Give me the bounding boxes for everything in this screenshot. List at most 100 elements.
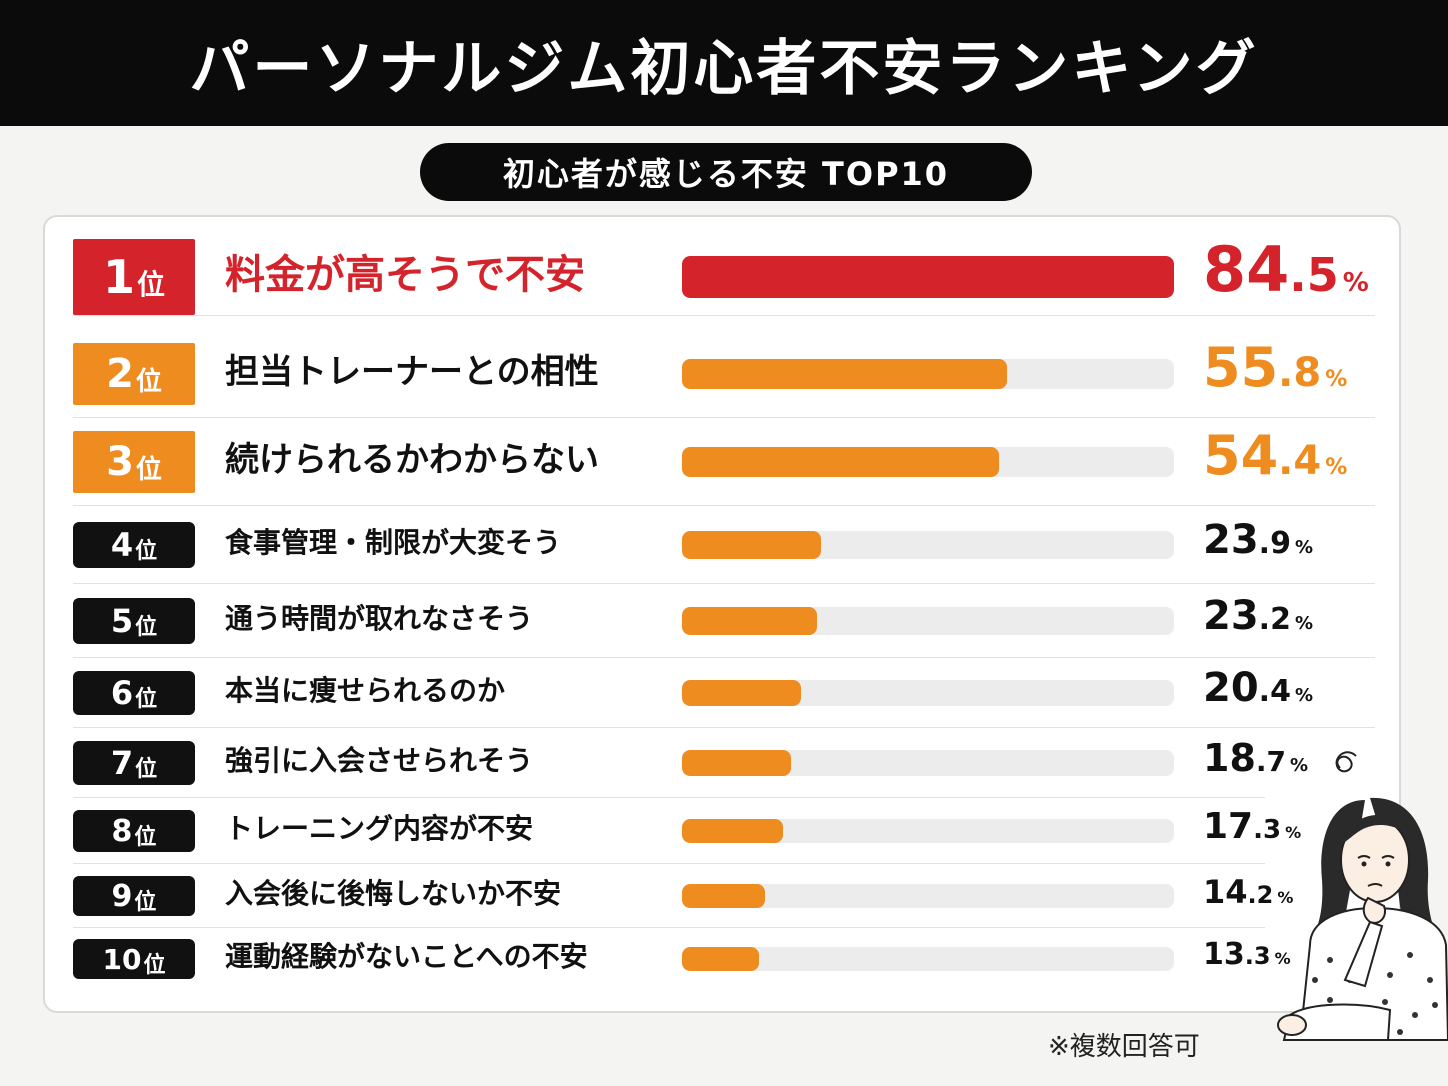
value-decimal: .4 [1258,674,1291,710]
chart-subtitle: 初心者が感じる不安 TOP10 [502,155,950,193]
value-label: 23.2% [1203,596,1313,644]
row-divider [73,927,1265,928]
rank-number: 9 [111,878,133,914]
category-label: 食事管理・制限が大変そう [225,526,562,559]
ranking-row: 1 位料金が高そうで不安 84.5% [73,238,1375,316]
value-unit: % [1325,454,1348,480]
row-divider [73,727,1375,728]
row-divider [73,583,1375,584]
rank-suffix: 位 [134,890,157,915]
value-integer: 17 [1203,805,1254,847]
bar [682,750,791,776]
value-decimal: .3 [1253,814,1282,845]
value-decimal: .2 [1247,881,1274,910]
bar-track [682,884,1174,908]
bar-track [682,947,1174,971]
page-title: パーソナルジム初心者不安ランキング [189,33,1259,104]
subtitle-pill: 初心者が感じる不安 TOP10 [420,143,1032,201]
row-divider [73,315,1375,316]
ranking-row: 9 位 入会後に後悔しないか不安 14.2% [73,864,1375,928]
bar [682,256,1174,298]
row-divider [73,657,1375,658]
rank-suffix: 位 [137,268,166,301]
bar-track [682,680,1174,706]
category-label: 通う時間が取れなさそう [225,602,534,635]
value-label: 54.4% [1203,428,1348,496]
ranking-row: 6 位本当に痩せられるのか 20.4% [73,658,1375,728]
value-decimal: .3 [1244,942,1271,971]
category-label: 入会後に後悔しないか不安 [225,877,562,910]
value-integer: 23 [1203,593,1259,640]
rank-number: 2 [106,351,134,397]
rank-suffix: 位 [135,539,158,564]
header-bar: パーソナルジム初心者不安ランキング [0,0,1448,126]
category-label: 運動経験がないことへの不安 [225,940,588,973]
ranking-row: 8 位トレーニング内容が不安 17.3% [73,798,1375,864]
worried-woman-illustration [1277,751,1448,1041]
value-decimal: .7 [1255,745,1287,779]
value-unit: % [1294,685,1313,707]
value-label: 20.4% [1203,668,1313,716]
ranking-row: 7 位強引に入会させられそう 18.7% [73,728,1375,798]
footnote: ※複数回答可 [1048,1032,1200,1062]
rank-number: 6 [110,674,134,712]
row-divider [73,417,1375,418]
bar [682,447,999,477]
rank-number: 10 [102,942,142,976]
rank-number: 1 [102,250,135,304]
rank-badge: 10 位 [73,939,195,979]
value-label: 23.9% [1203,520,1313,568]
bar-track [682,819,1174,843]
rank-suffix: 位 [134,825,157,850]
value-integer: 54 [1203,423,1279,487]
value-unit: % [1274,949,1291,969]
rank-suffix: 位 [135,757,158,782]
value-integer: 14 [1203,873,1248,912]
bar [682,680,801,706]
value-unit: % [1277,888,1294,908]
bar [682,531,822,559]
value-integer: 18 [1203,736,1256,781]
bar [682,884,765,908]
rank-number: 3 [106,439,134,485]
bar-track [682,607,1174,635]
rank-number: 7 [110,744,134,782]
value-integer: 20 [1203,665,1259,712]
bar [682,819,783,843]
bar [682,947,760,971]
rank-suffix: 位 [143,952,166,978]
value-unit: % [1285,822,1302,842]
value-decimal: .4 [1278,437,1322,484]
value-label: 13.3% [1203,940,1291,974]
value-label: 17.3% [1203,805,1302,851]
row-divider [73,797,1265,798]
value-integer: 84 [1203,232,1290,306]
value-decimal: .5 [1289,247,1339,302]
ranking-row: 4 位食事管理・制限が大変そう 23.9% [73,506,1375,584]
category-label: 担当トレーナーとの相性 [225,352,599,392]
ranking-row: 3 位続けられるかわからない 54.4% [73,418,1375,506]
value-integer: 23 [1203,517,1259,564]
row-divider [73,863,1265,864]
value-decimal: .2 [1258,602,1291,638]
value-unit: % [1294,613,1313,635]
row-divider [73,505,1375,506]
value-label: 18.7% [1203,739,1308,785]
value-decimal: .9 [1258,526,1291,562]
rank-suffix: 位 [135,454,162,485]
rank-number: 4 [110,526,134,564]
category-label: 本当に痩せられるのか [225,674,506,707]
value-unit: % [1290,755,1309,777]
category-label: 強引に入会させられそう [225,744,534,777]
value-integer: 13 [1203,937,1245,973]
bar [682,359,1007,389]
